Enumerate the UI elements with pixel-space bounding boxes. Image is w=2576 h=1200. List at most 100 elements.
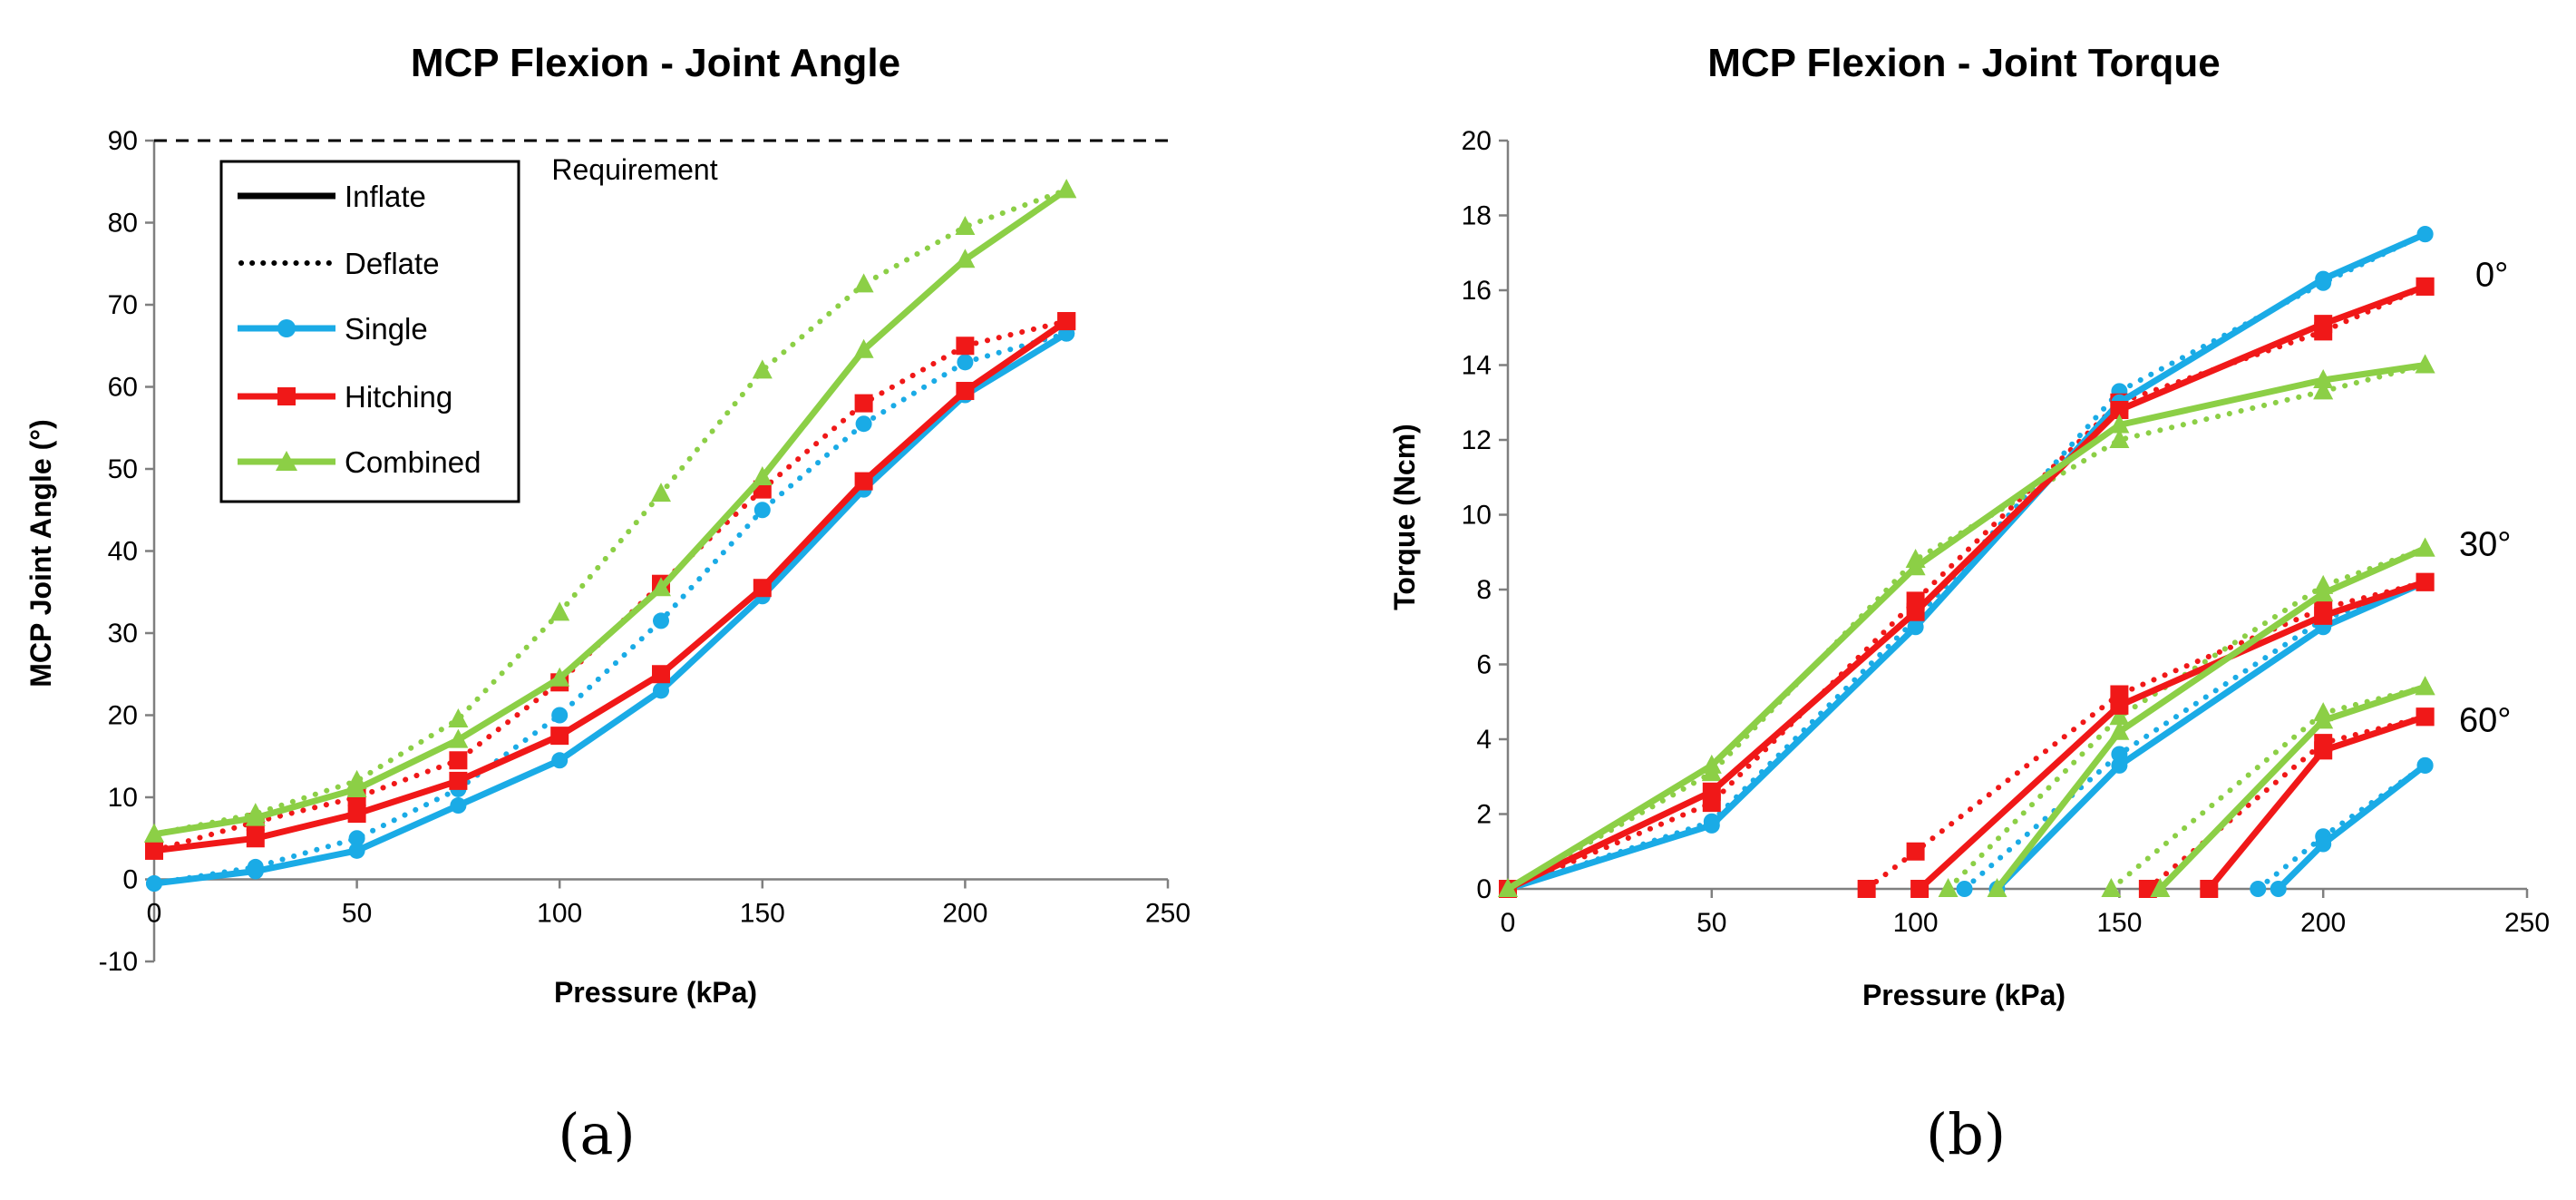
chart-b-point-combined-inflate-30deg	[1987, 878, 2007, 897]
chart-b-point-hitching-deflate-30deg	[1906, 842, 1925, 861]
legend: Inflate Deflate Single Hitching Combined	[219, 160, 520, 503]
chart-a-line-single-inflate	[151, 330, 1070, 887]
legend-hitching-marker	[277, 387, 296, 405]
chart-b-line-hitching-inflate-0deg	[1504, 283, 2429, 893]
chart-b-point-single-inflate-60deg	[2270, 881, 2287, 897]
chart-a-point-combined-inflate	[752, 466, 773, 486]
chart-b-x-tick-label: 0	[1501, 908, 1516, 938]
chart-b-x-tick-label: 50	[1696, 908, 1726, 938]
chart-b-point-single-deflate-60deg	[2250, 881, 2267, 897]
chart-a-point-single-inflate	[348, 842, 365, 859]
chart-b-point-combined-inflate-30deg	[2109, 720, 2130, 740]
chart-b-point-single-inflate-30deg	[2111, 756, 2128, 774]
chart-b-point-combined-inflate-0deg	[2313, 369, 2334, 388]
chart-b-y-tick-label: 20	[1462, 126, 1492, 156]
chart-a-point-combined-inflate	[245, 806, 266, 826]
chart-b-point-combined-inflate-0deg	[2415, 354, 2435, 374]
chart-b-point-combined-inflate-30deg	[2313, 582, 2334, 602]
chart-b-tick-labels: 0 50 100 150 200 250 0 2 4 6 8 10 12 14 16 18 20	[1462, 126, 2550, 938]
chart-a-point-single-inflate	[653, 682, 669, 699]
chart-b-point-single-inflate-60deg	[2315, 835, 2332, 853]
chart-b-point-combined-inflate-0deg	[1701, 754, 1722, 774]
chart-b-y-tick-label: 10	[1462, 501, 1492, 531]
chart-a-point-hitching-inflate	[652, 665, 670, 684]
angle-label-30deg: 30°	[2459, 526, 2511, 564]
chart-a-y-tick-label: 50	[108, 454, 138, 484]
chart-a-point-hitching-inflate	[753, 579, 772, 598]
chart-b-line-single-inflate-30deg	[1994, 579, 2429, 893]
chart-a-point-hitching-deflate	[854, 394, 873, 413]
chart-b-y-tick-label: 16	[1462, 276, 1492, 306]
chart-b-x-axis-title: Pressure (kPa)	[1862, 979, 2066, 1011]
legend-deflate-label: Deflate	[345, 247, 440, 280]
chart-a-tick-labels: 0 50 100 150 200 250 -10 0 10 20 30 40 50 60 70 80 90	[99, 126, 1191, 977]
requirement-label: Requirement	[551, 153, 717, 186]
chart-a-point-single-deflate	[348, 830, 365, 847]
chart-a-line-hitching-inflate	[151, 317, 1070, 854]
chart-b-y-tick-label: 6	[1476, 650, 1492, 680]
chart-b-point-combined-deflate-30deg	[2109, 706, 2130, 726]
chart-a-point-combined-inflate	[853, 338, 874, 358]
joint-torque-chart: MCP Flexion - Joint Torque Pressure (kPa…	[1388, 41, 2550, 1011]
chart-b-point-combined-inflate-60deg	[2415, 676, 2435, 696]
chart-a-series	[144, 179, 1077, 893]
chart-a-y-tick-label: 0	[122, 865, 138, 895]
chart-a-y-tick-label: 10	[108, 783, 138, 813]
chart-b-y-tick-label: 0	[1476, 874, 1492, 904]
chart-a-x-tick-label: 200	[942, 899, 987, 929]
chart-b-point-combined-inflate-0deg	[1498, 878, 1518, 897]
chart-a-point-combined-inflate	[346, 777, 367, 797]
chart-a-y-axis-title: MCP Joint Angle (°)	[24, 419, 57, 687]
chart-b-point-hitching-inflate-60deg	[2314, 741, 2333, 760]
chart-a-point-hitching-inflate	[347, 805, 366, 824]
chart-a-point-single-inflate	[450, 797, 467, 815]
chart-b-x-tick-label: 200	[2300, 908, 2346, 938]
chart-a-point-hitching-inflate	[246, 829, 265, 848]
angle-label-0deg: 0°	[2475, 257, 2508, 295]
chart-a-point-single-deflate	[551, 707, 569, 724]
chart-b-point-combined-inflate-60deg	[2150, 878, 2171, 897]
chart-b-point-hitching-inflate-0deg	[2314, 315, 2333, 334]
legend-single-label: Single	[345, 312, 428, 346]
chart-b-point-hitching-inflate-0deg	[2416, 277, 2435, 296]
chart-b-point-combined-inflate-0deg	[2109, 414, 2130, 434]
panel-label-b: (b)	[1926, 1101, 2006, 1167]
chart-a-y-tick-label: 30	[108, 619, 138, 649]
chart-b-point-single-inflate-0deg	[2315, 270, 2332, 288]
chart-b-point-single-inflate-0deg	[1907, 619, 1924, 636]
chart-a-y-tick-label: 60	[108, 373, 138, 403]
chart-b-line-combined-deflate-30deg	[1945, 545, 2428, 892]
chart-a-point-hitching-deflate	[449, 751, 468, 770]
chart-a-x-tick-label: 150	[740, 899, 785, 929]
chart-a-title: MCP Flexion - Joint Angle	[411, 41, 900, 85]
chart-a-point-combined-deflate	[448, 708, 469, 728]
chart-a-point-combined-deflate	[549, 601, 570, 621]
chart-a-line-single-deflate	[151, 330, 1070, 887]
chart-a-y-tick-label: 70	[108, 290, 138, 320]
chart-a-line-combined-deflate	[151, 187, 1070, 837]
chart-a-point-combined-deflate	[955, 216, 976, 236]
chart-b-point-combined-deflate-30deg	[1938, 878, 1959, 897]
chart-b-line-combined-inflate-0deg	[1504, 362, 2429, 893]
chart-b-y-tick-label: 8	[1476, 575, 1492, 605]
chart-b-y-tick-label: 4	[1476, 725, 1492, 755]
chart-a-point-combined-deflate	[853, 273, 874, 293]
chart-a-point-combined-inflate	[651, 577, 671, 597]
chart-b-point-single-inflate-0deg	[1703, 816, 1720, 834]
chart-a-point-single-inflate	[247, 863, 264, 880]
chart-a-point-combined-inflate	[144, 823, 164, 843]
legend-hitching-label: Hitching	[345, 380, 452, 414]
angle-label-60deg: 60°	[2459, 701, 2511, 739]
chart-b-x-tick-label: 100	[1893, 908, 1939, 938]
chart-a-point-hitching-inflate	[956, 382, 975, 401]
legend-combined-marker	[276, 451, 297, 471]
chart-a-x-tick-label: 100	[537, 899, 582, 929]
chart-a-y-tick-label: 20	[108, 701, 138, 731]
chart-a-point-single-deflate	[653, 612, 669, 629]
chart-b-point-hitching-inflate-30deg	[2416, 572, 2435, 591]
legend-inflate-label: Inflate	[345, 180, 426, 213]
chart-a-point-combined-inflate	[549, 667, 570, 687]
chart-a-line-hitching-deflate	[151, 318, 1070, 854]
joint-angle-chart: MCP Flexion - Joint Angle Pressure (kPa)…	[24, 41, 1191, 1009]
